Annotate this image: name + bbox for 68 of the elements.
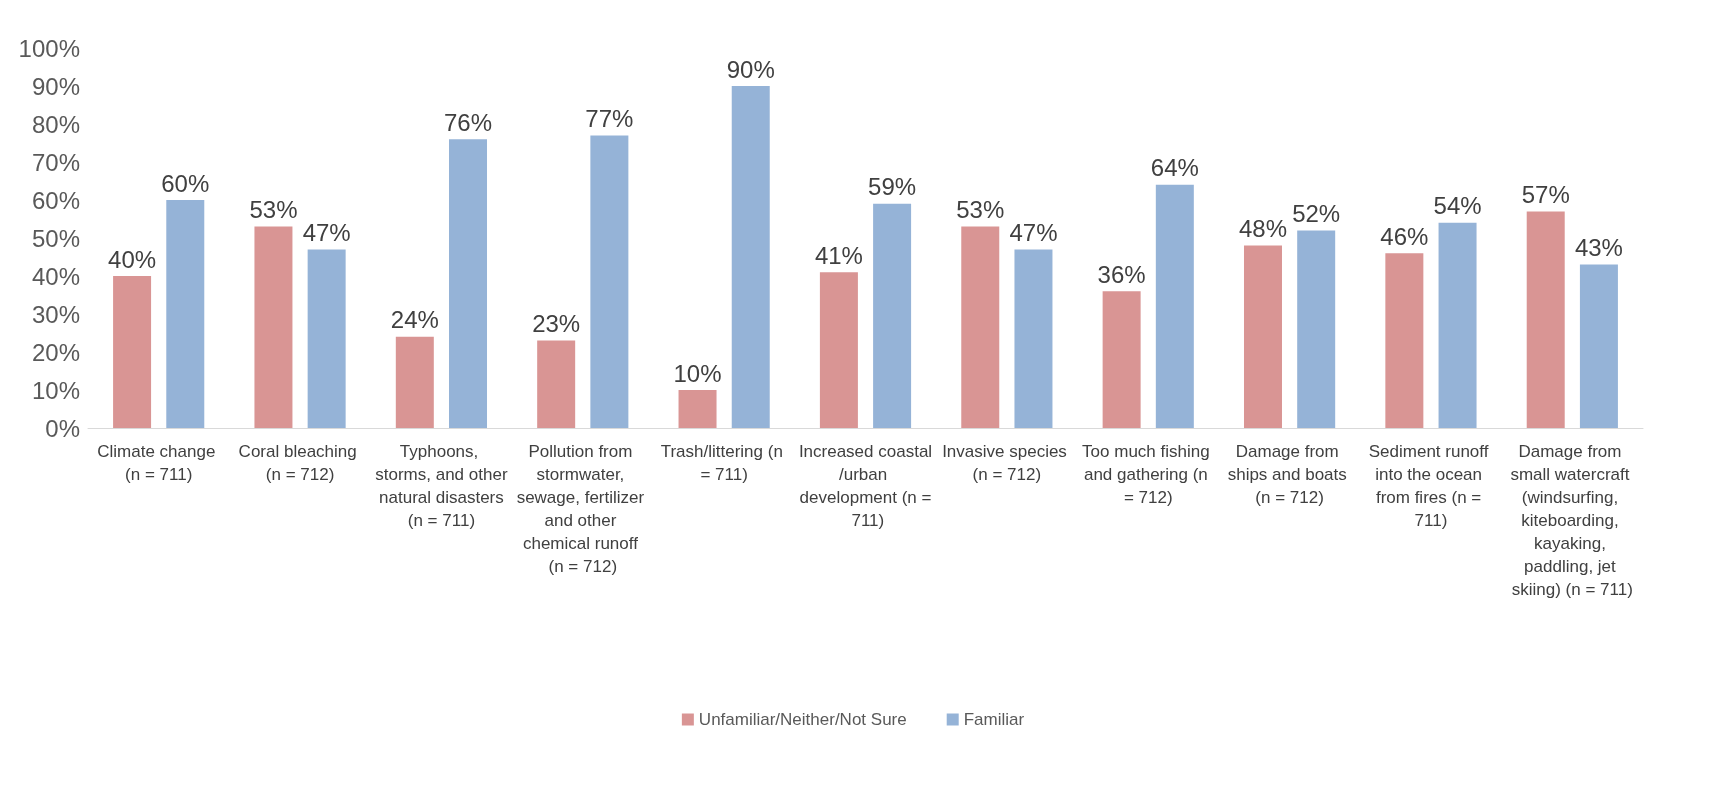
bar <box>1155 184 1194 428</box>
y-tick-label: 40% <box>31 262 80 290</box>
data-label: 90% <box>726 55 775 83</box>
data-label: 10% <box>673 359 722 387</box>
data-label: 64% <box>1150 154 1199 182</box>
bar <box>819 272 858 428</box>
data-label: 77% <box>585 104 634 132</box>
y-tick-label: 30% <box>31 300 80 328</box>
x-tick-label: Too much fishing and gathering (n = 712) <box>1082 442 1215 507</box>
bar <box>166 200 205 428</box>
x-tick-label: Increased coastal/urban development (n = 711) <box>798 442 933 530</box>
x-tick-label: Trash/littering (n = 711) <box>660 442 788 484</box>
bar <box>873 203 912 428</box>
y-tick-label: 50% <box>31 224 80 252</box>
bar <box>1243 245 1282 428</box>
bar <box>961 226 1000 428</box>
y-tick-label: 100% <box>18 34 80 62</box>
y-tick-label: 10% <box>31 376 80 404</box>
data-label: 48% <box>1238 215 1288 243</box>
data-label: 23% <box>532 310 581 338</box>
x-tick-label: Climate change (n = 711) <box>97 442 221 484</box>
data-label: 52% <box>1292 199 1341 227</box>
y-tick-label: 20% <box>31 338 80 366</box>
bar <box>1014 249 1053 428</box>
x-tick-label: Pollution from stormwater, sewage, fertilizer and other chemical runoff (n = 712) <box>516 442 649 576</box>
bar <box>1579 264 1618 428</box>
y-tick-label: 60% <box>31 186 80 214</box>
data-label: 53% <box>956 196 1005 224</box>
data-label: 43% <box>1574 234 1623 262</box>
x-tick-label: Coral bleaching (n = 712) <box>238 442 362 484</box>
data-label: 54% <box>1433 192 1482 220</box>
bar <box>449 139 488 428</box>
y-tick-label: 70% <box>31 148 80 176</box>
y-tick-label: 0% <box>45 414 80 442</box>
data-label: 47% <box>1009 218 1058 246</box>
x-tick-label: Sediment runoff into the ocean from fires (n = 711) <box>1368 442 1494 530</box>
y-tick-label: 90% <box>31 72 80 100</box>
data-label: 53% <box>249 196 298 224</box>
data-label: 41% <box>814 241 863 269</box>
y-tick-label: 80% <box>31 110 80 138</box>
bar <box>590 135 629 428</box>
data-label: 60% <box>161 169 210 197</box>
data-label: 40% <box>108 245 157 273</box>
bar <box>678 390 717 428</box>
bar <box>113 276 152 428</box>
bar <box>395 336 434 428</box>
data-label: 47% <box>302 218 351 246</box>
data-label: 46% <box>1380 222 1429 250</box>
x-tick-label: Damage from small watercraft (windsurfing, kiteboarding, kayaking, paddling, jet skiing) (n = 711) <box>1510 442 1635 599</box>
bar <box>731 86 770 428</box>
x-tick-label: Typhoons, storms, and other natural disasters (n = 711) <box>374 442 509 530</box>
x-tick-label: Invasive species (n = 712) <box>942 442 1072 484</box>
data-label: 36% <box>1097 260 1146 288</box>
bar <box>1102 291 1141 428</box>
legend-label: Unfamiliar/Neither/Not Sure <box>698 710 907 729</box>
data-label: 76% <box>443 108 493 136</box>
bar <box>1526 211 1565 428</box>
data-label: 59% <box>868 173 917 201</box>
bar <box>254 226 293 428</box>
bar <box>1297 230 1336 428</box>
bar <box>537 340 576 428</box>
data-label: 24% <box>390 306 439 334</box>
bar <box>1385 253 1424 428</box>
bar <box>307 249 346 428</box>
x-tick-label: Damage from ships and boats (n = 712) <box>1227 442 1352 507</box>
data-label: 57% <box>1521 180 1570 208</box>
bar <box>1438 222 1477 428</box>
legend-label: Familiar <box>963 710 1025 729</box>
